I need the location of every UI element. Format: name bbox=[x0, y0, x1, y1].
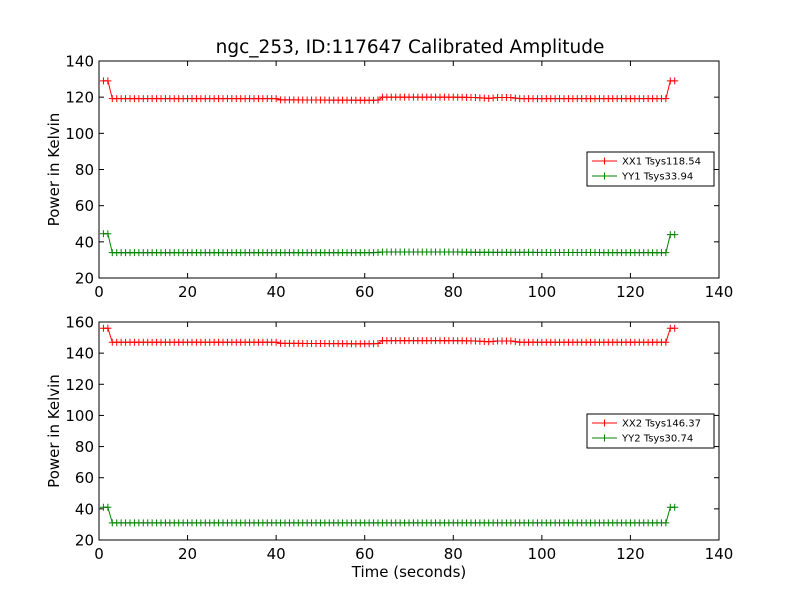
data-point-marker bbox=[662, 338, 670, 346]
legend-label: YY2 Tsys30.74 bbox=[621, 434, 693, 445]
data-point-marker bbox=[507, 337, 515, 345]
x-tick-label: 20 bbox=[178, 283, 197, 301]
data-point-marker bbox=[272, 95, 280, 103]
data-point-marker bbox=[662, 249, 670, 257]
x-tick-label: 40 bbox=[267, 545, 286, 563]
x-tick-label: 80 bbox=[444, 545, 463, 563]
series-2-2 bbox=[99, 503, 679, 527]
y-tick-label: 100 bbox=[65, 125, 94, 143]
legend: XX1 Tsys118.54 YY1 Tsys33.94 bbox=[586, 151, 715, 187]
data-point-marker bbox=[104, 230, 112, 238]
chart-panel-1: 0 20 40 60 80 100 120 14020406080100120140Power… bbox=[45, 53, 733, 302]
data-point-marker bbox=[104, 77, 112, 85]
legend-box bbox=[586, 151, 715, 187]
y-tick-label: 120 bbox=[65, 89, 94, 107]
legend-label: YY1 Tsys33.94 bbox=[621, 172, 693, 183]
y-axis-label: Power in Kelvin bbox=[45, 374, 63, 488]
series-line bbox=[103, 233, 675, 254]
x-tick-label: 0 bbox=[94, 283, 104, 301]
data-point-marker bbox=[511, 338, 519, 346]
data-point-marker bbox=[671, 77, 679, 85]
x-tick-label: 40 bbox=[267, 283, 286, 301]
data-point-marker bbox=[272, 338, 280, 346]
y-tick-label: 20 bbox=[75, 532, 94, 550]
y-tick-label: 80 bbox=[75, 438, 94, 456]
y-tick-label: 60 bbox=[75, 197, 94, 215]
chart-title: ngc_253, ID:117647 Calibrated Amplitude bbox=[216, 37, 605, 58]
data-point-marker bbox=[671, 324, 679, 332]
y-tick-label: 40 bbox=[75, 233, 94, 251]
x-tick-label: 140 bbox=[705, 545, 734, 563]
legend-box bbox=[586, 413, 715, 449]
y-tick-label: 120 bbox=[65, 376, 94, 394]
x-tick-label: 20 bbox=[178, 545, 197, 563]
legend-marker bbox=[601, 157, 608, 165]
x-tick-label: 100 bbox=[528, 545, 557, 563]
data-point-marker bbox=[374, 96, 382, 104]
x-tick-label: 60 bbox=[355, 283, 374, 301]
y-tick-label: 60 bbox=[75, 469, 94, 487]
x-tick-label: 120 bbox=[616, 545, 645, 563]
data-point-marker bbox=[662, 519, 670, 527]
legend-marker bbox=[601, 434, 608, 442]
x-axis-label: Time (seconds) bbox=[351, 563, 467, 581]
x-tick-label: 120 bbox=[616, 283, 645, 301]
y-tick-label: 20 bbox=[75, 270, 94, 288]
legend-marker bbox=[601, 419, 608, 427]
data-point-marker bbox=[671, 503, 679, 511]
legend-label: XX1 Tsys118.54 bbox=[622, 157, 701, 168]
data-point-marker bbox=[671, 231, 679, 239]
data-point-marker bbox=[511, 94, 519, 102]
x-tick-label: 100 bbox=[528, 283, 557, 301]
x-tick-label: 0 bbox=[94, 545, 104, 563]
y-tick-label: 40 bbox=[75, 500, 94, 518]
y-tick-label: 160 bbox=[65, 314, 94, 332]
series-1-1 bbox=[99, 77, 679, 104]
legend-label: XX2 Tsys146.37 bbox=[622, 419, 701, 430]
series-1-2 bbox=[99, 230, 679, 257]
series-2-1 bbox=[99, 324, 679, 348]
legend-marker bbox=[601, 172, 608, 180]
data-point-marker bbox=[104, 503, 112, 511]
plot-area bbox=[98, 321, 720, 541]
x-tick-label: 60 bbox=[355, 545, 374, 563]
y-tick-label: 140 bbox=[65, 53, 94, 71]
panels: 0 20 40 60 80 100 120 14020406080100120140Power… bbox=[45, 53, 733, 582]
series-line bbox=[103, 506, 675, 524]
y-tick-label: 80 bbox=[75, 161, 94, 179]
data-point-marker bbox=[507, 94, 515, 102]
data-point-marker bbox=[374, 339, 382, 347]
series-line bbox=[103, 327, 675, 345]
y-axis-label: Power in Kelvin bbox=[45, 113, 63, 227]
x-tick-label: 140 bbox=[705, 283, 734, 301]
chart-panel-2: 0 20 40 60 80 100 120 14020406080100120140160Po… bbox=[45, 314, 733, 582]
data-point-marker bbox=[104, 324, 112, 332]
x-tick-label: 80 bbox=[444, 283, 463, 301]
legend: XX2 Tsys146.37 YY2 Tsys30.74 bbox=[586, 413, 715, 449]
data-point-marker bbox=[662, 95, 670, 103]
y-tick-label: 100 bbox=[65, 407, 94, 425]
y-tick-label: 140 bbox=[65, 345, 94, 363]
